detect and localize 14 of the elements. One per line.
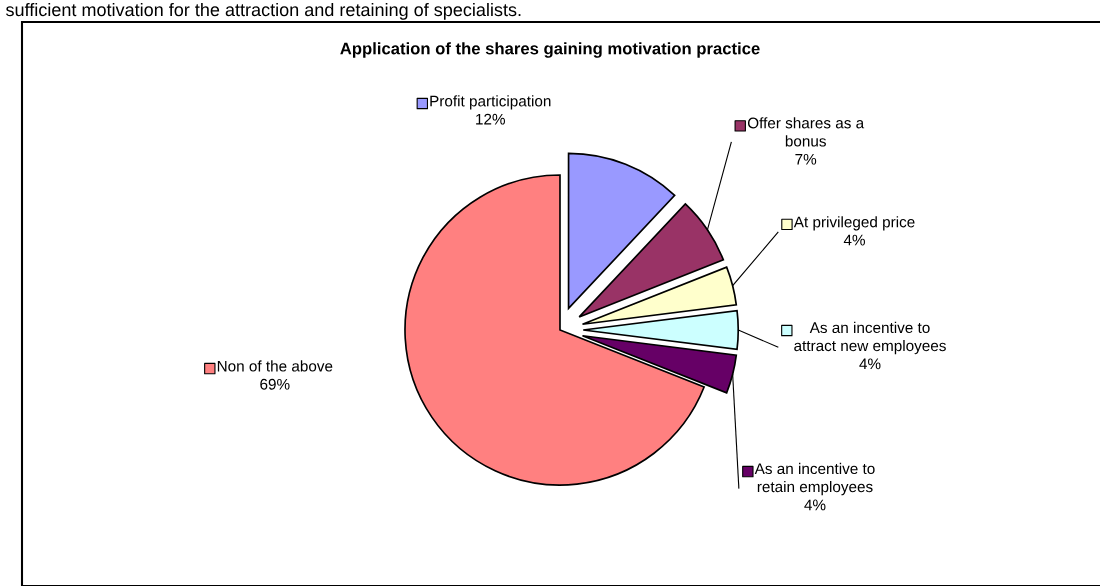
legend-label: At privileged price <box>793 216 915 231</box>
legend-label: Non of the above <box>217 360 333 372</box>
legend-label: Profit participation <box>430 95 551 110</box>
chart-title: Application of the shares gaining motivation practice <box>340 42 760 58</box>
data-label: 7% <box>795 153 817 165</box>
data-label: 4% <box>859 358 881 370</box>
legend-label: Offer shares as a bonus <box>747 117 865 147</box>
legend-label: As an incentive to retain employees <box>754 462 875 496</box>
data-label: 4% <box>843 234 865 246</box>
data-label: 69% <box>260 378 290 390</box>
data-label: 12% <box>476 113 505 125</box>
data-label: 4% <box>804 499 826 511</box>
text: sufficient motivation for the attraction and retaining of specialists. <box>6 2 521 20</box>
legend-label: As an incentive to attract new employees <box>794 321 946 355</box>
